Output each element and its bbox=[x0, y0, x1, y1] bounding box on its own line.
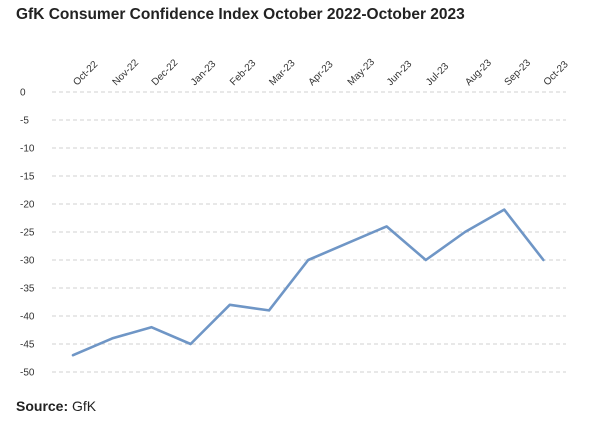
x-tick-label: Dec-22 bbox=[150, 57, 181, 88]
y-tick-label: -45 bbox=[20, 340, 35, 351]
y-tick-labels: 0 -5 -10 -15 -20 -25 -30 -35 -40 -45 -50 bbox=[20, 88, 35, 379]
chart-title: GfK Consumer Confidence Index October 20… bbox=[16, 6, 465, 23]
y-tick-label: -5 bbox=[20, 116, 29, 127]
y-tick-label: -20 bbox=[20, 200, 35, 211]
x-tick-label: Feb-23 bbox=[228, 58, 258, 88]
x-tick-label: Sep-23 bbox=[503, 57, 534, 88]
y-tick-label: -35 bbox=[20, 284, 35, 295]
x-tick-label: May-23 bbox=[346, 56, 378, 88]
series-line bbox=[71, 208, 545, 357]
y-tick-label: -30 bbox=[20, 256, 35, 267]
x-tick-label: Jan-23 bbox=[189, 58, 219, 88]
source-label: Source: bbox=[16, 398, 69, 414]
x-tick-label: Mar-23 bbox=[267, 58, 297, 88]
y-tick-label: -25 bbox=[20, 228, 35, 239]
y-tick-label: -10 bbox=[20, 144, 35, 155]
x-tick-labels: Oct-22 Nov-22 Dec-22 Jan-23 Feb-23 Mar-23 Apr-… bbox=[71, 56, 571, 88]
y-tick-label: -15 bbox=[20, 172, 35, 183]
x-tick-label: Aug-23 bbox=[463, 57, 494, 88]
series-layer bbox=[71, 208, 545, 357]
x-tick-label: Oct-22 bbox=[71, 59, 100, 88]
source-value: GfK bbox=[72, 398, 97, 414]
x-tick-label: Apr-23 bbox=[307, 59, 336, 88]
x-tick-label: Nov-22 bbox=[111, 57, 142, 88]
y-tick-label: -40 bbox=[20, 312, 35, 323]
x-tick-label: Jun-23 bbox=[385, 58, 415, 88]
gridlines bbox=[52, 91, 566, 373]
x-tick-label: Oct-23 bbox=[542, 59, 571, 88]
y-tick-label: 0 bbox=[20, 88, 26, 99]
x-tick-label: Jul-23 bbox=[424, 61, 451, 88]
y-tick-label: -50 bbox=[20, 368, 35, 379]
source-note: Source: GfK bbox=[16, 398, 96, 414]
